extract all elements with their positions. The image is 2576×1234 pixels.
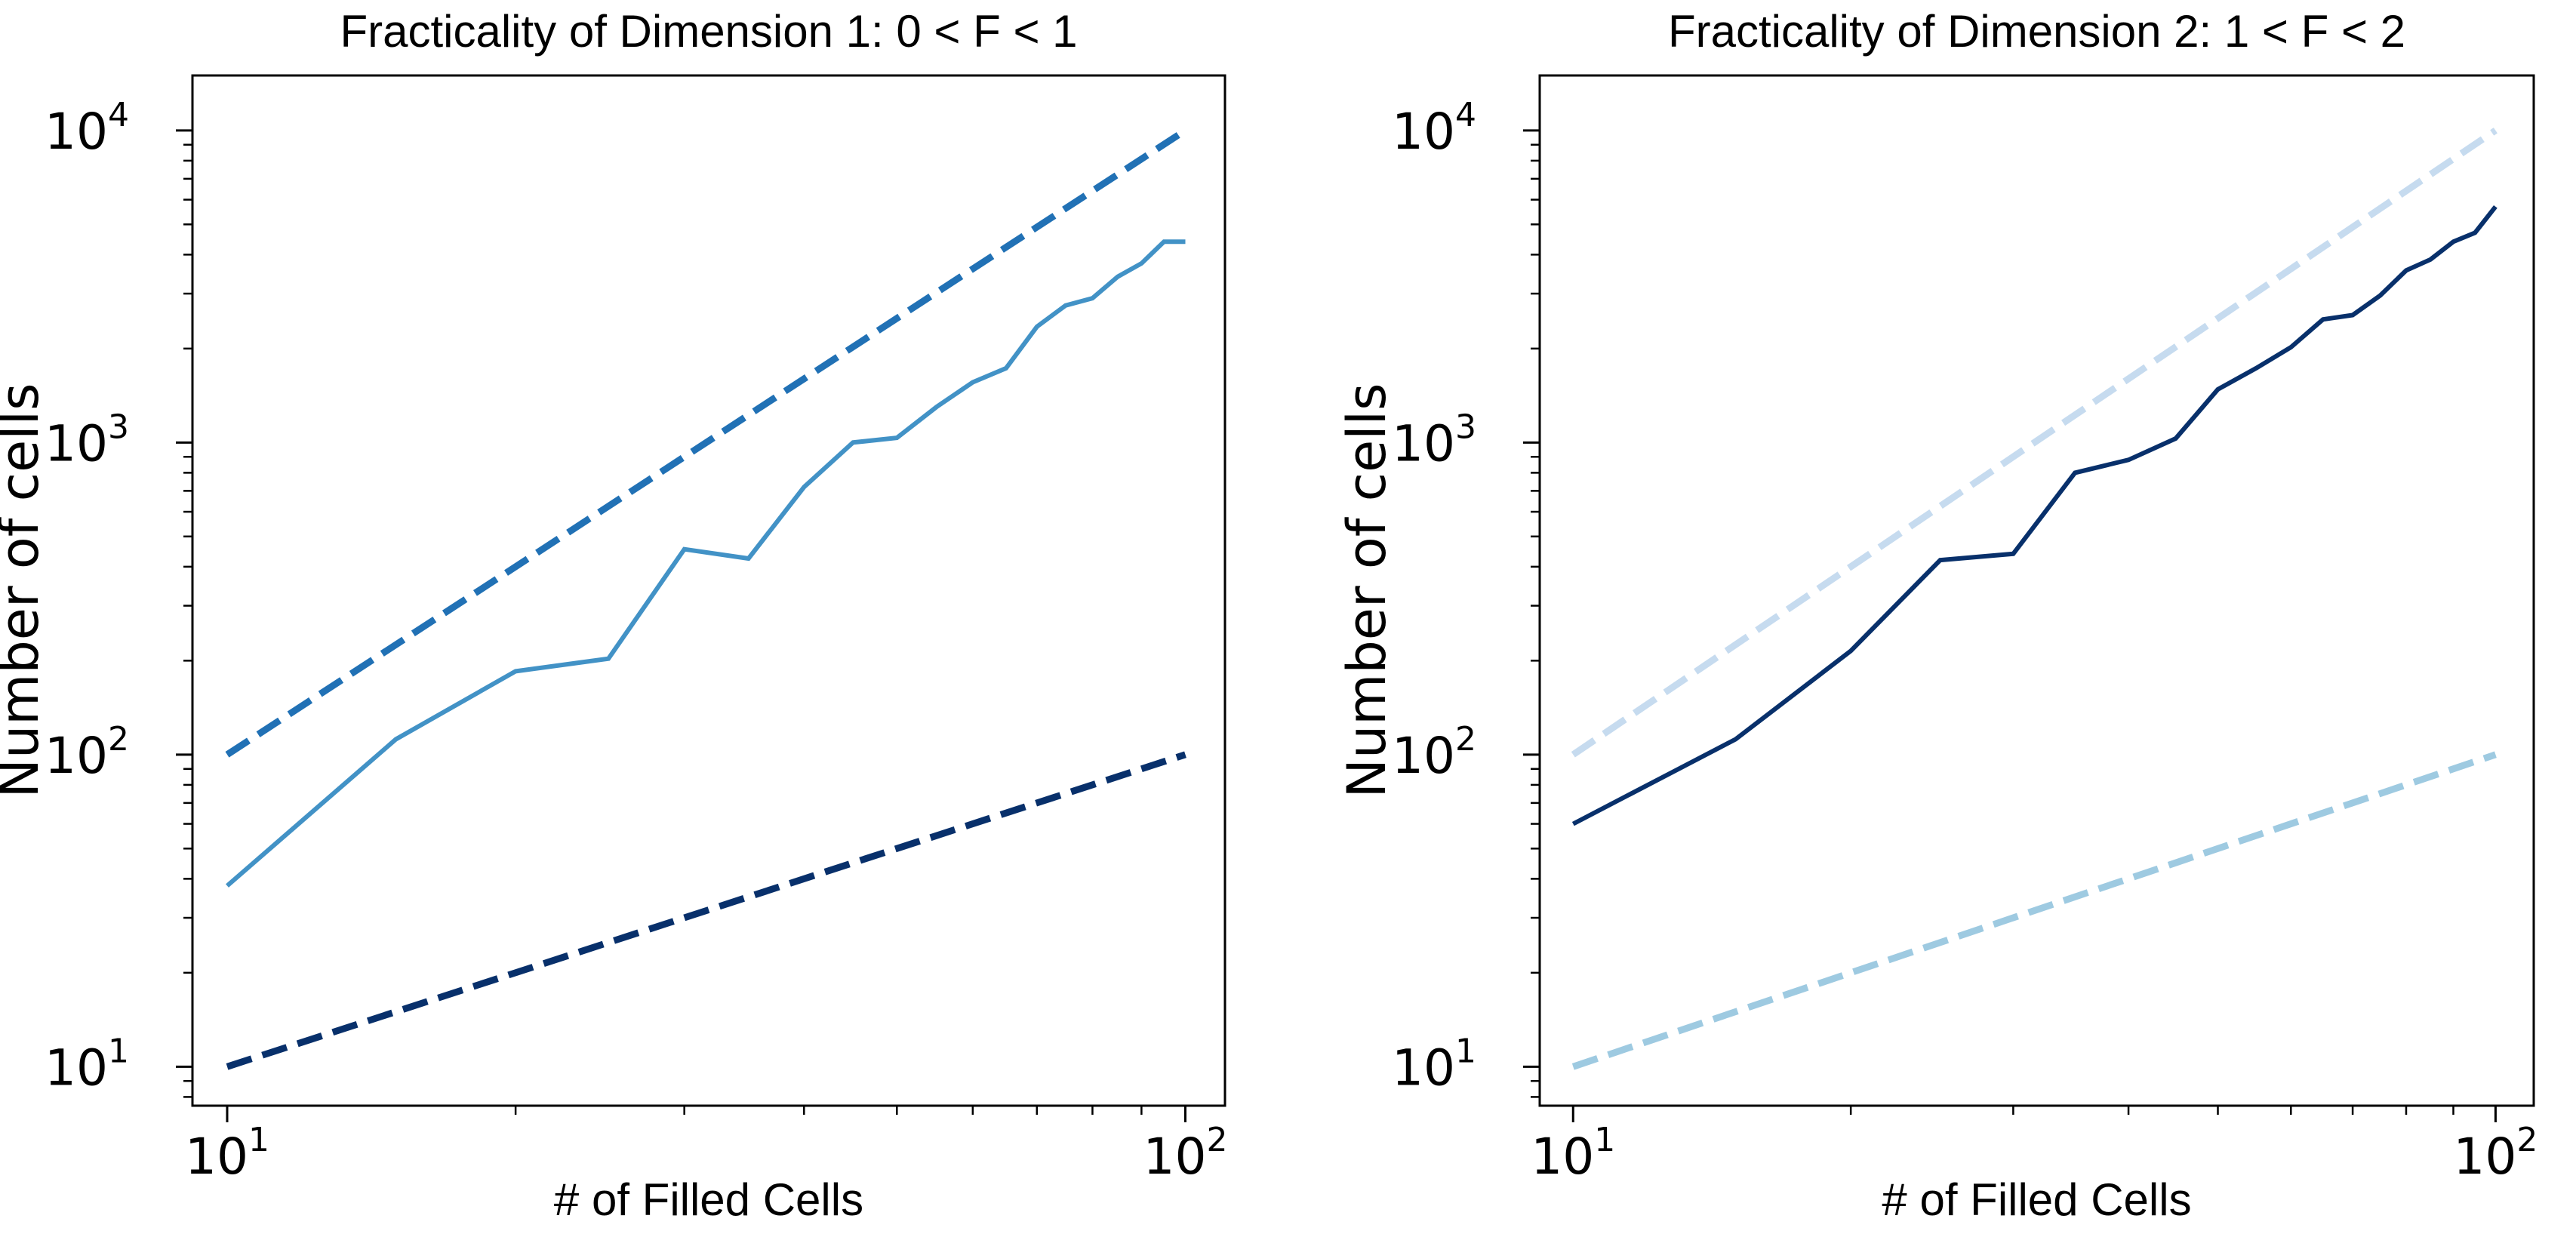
y-tick-label: 102 [1392,720,1476,785]
series-line-2 [1571,751,2497,1070]
y-tick-label: 102 [45,720,129,785]
x-tick-label: 101 [1531,1121,1615,1186]
y-tick-label: 103 [45,408,129,472]
series-line-3 [226,239,1186,888]
chart-panel-2: 101 102 101 102 103 104 Fracticality of Dimens… [1336,6,2538,1225]
chart-title: Fracticality of Dimension 2: 1 < F < 2 [1668,6,2405,57]
y-axis-label: Number of cells [0,383,51,798]
series-line-1 [225,128,1187,758]
x-axis-label: # of Filled Cells [554,1174,863,1225]
x-tick-label: 102 [1143,1121,1227,1186]
y-tick-label: 103 [1392,408,1476,472]
x-tick-label: 101 [185,1121,269,1186]
plot-area-frame [1538,74,2535,1107]
series-line-1 [1571,128,2498,758]
y-axis-label: Number of cells [1336,383,1398,798]
series-line-2 [226,751,1186,1070]
chart-title: Fracticality of Dimension 1: 0 < F < 1 [340,6,1077,57]
x-tick-label: 102 [2453,1121,2538,1186]
y-tick-label: 101 [1392,1032,1476,1097]
series-line-3 [1571,205,2498,826]
y-tick-label: 101 [45,1032,129,1097]
x-axis-label: # of Filled Cells [1882,1174,2191,1225]
y-tick-label: 104 [1392,96,1476,161]
plot-area-frame [191,74,1226,1107]
y-tick-label: 104 [45,96,129,161]
chart-panel-1: 101 102 101 102 103 104 Fracticality of Dimens… [0,6,1227,1225]
